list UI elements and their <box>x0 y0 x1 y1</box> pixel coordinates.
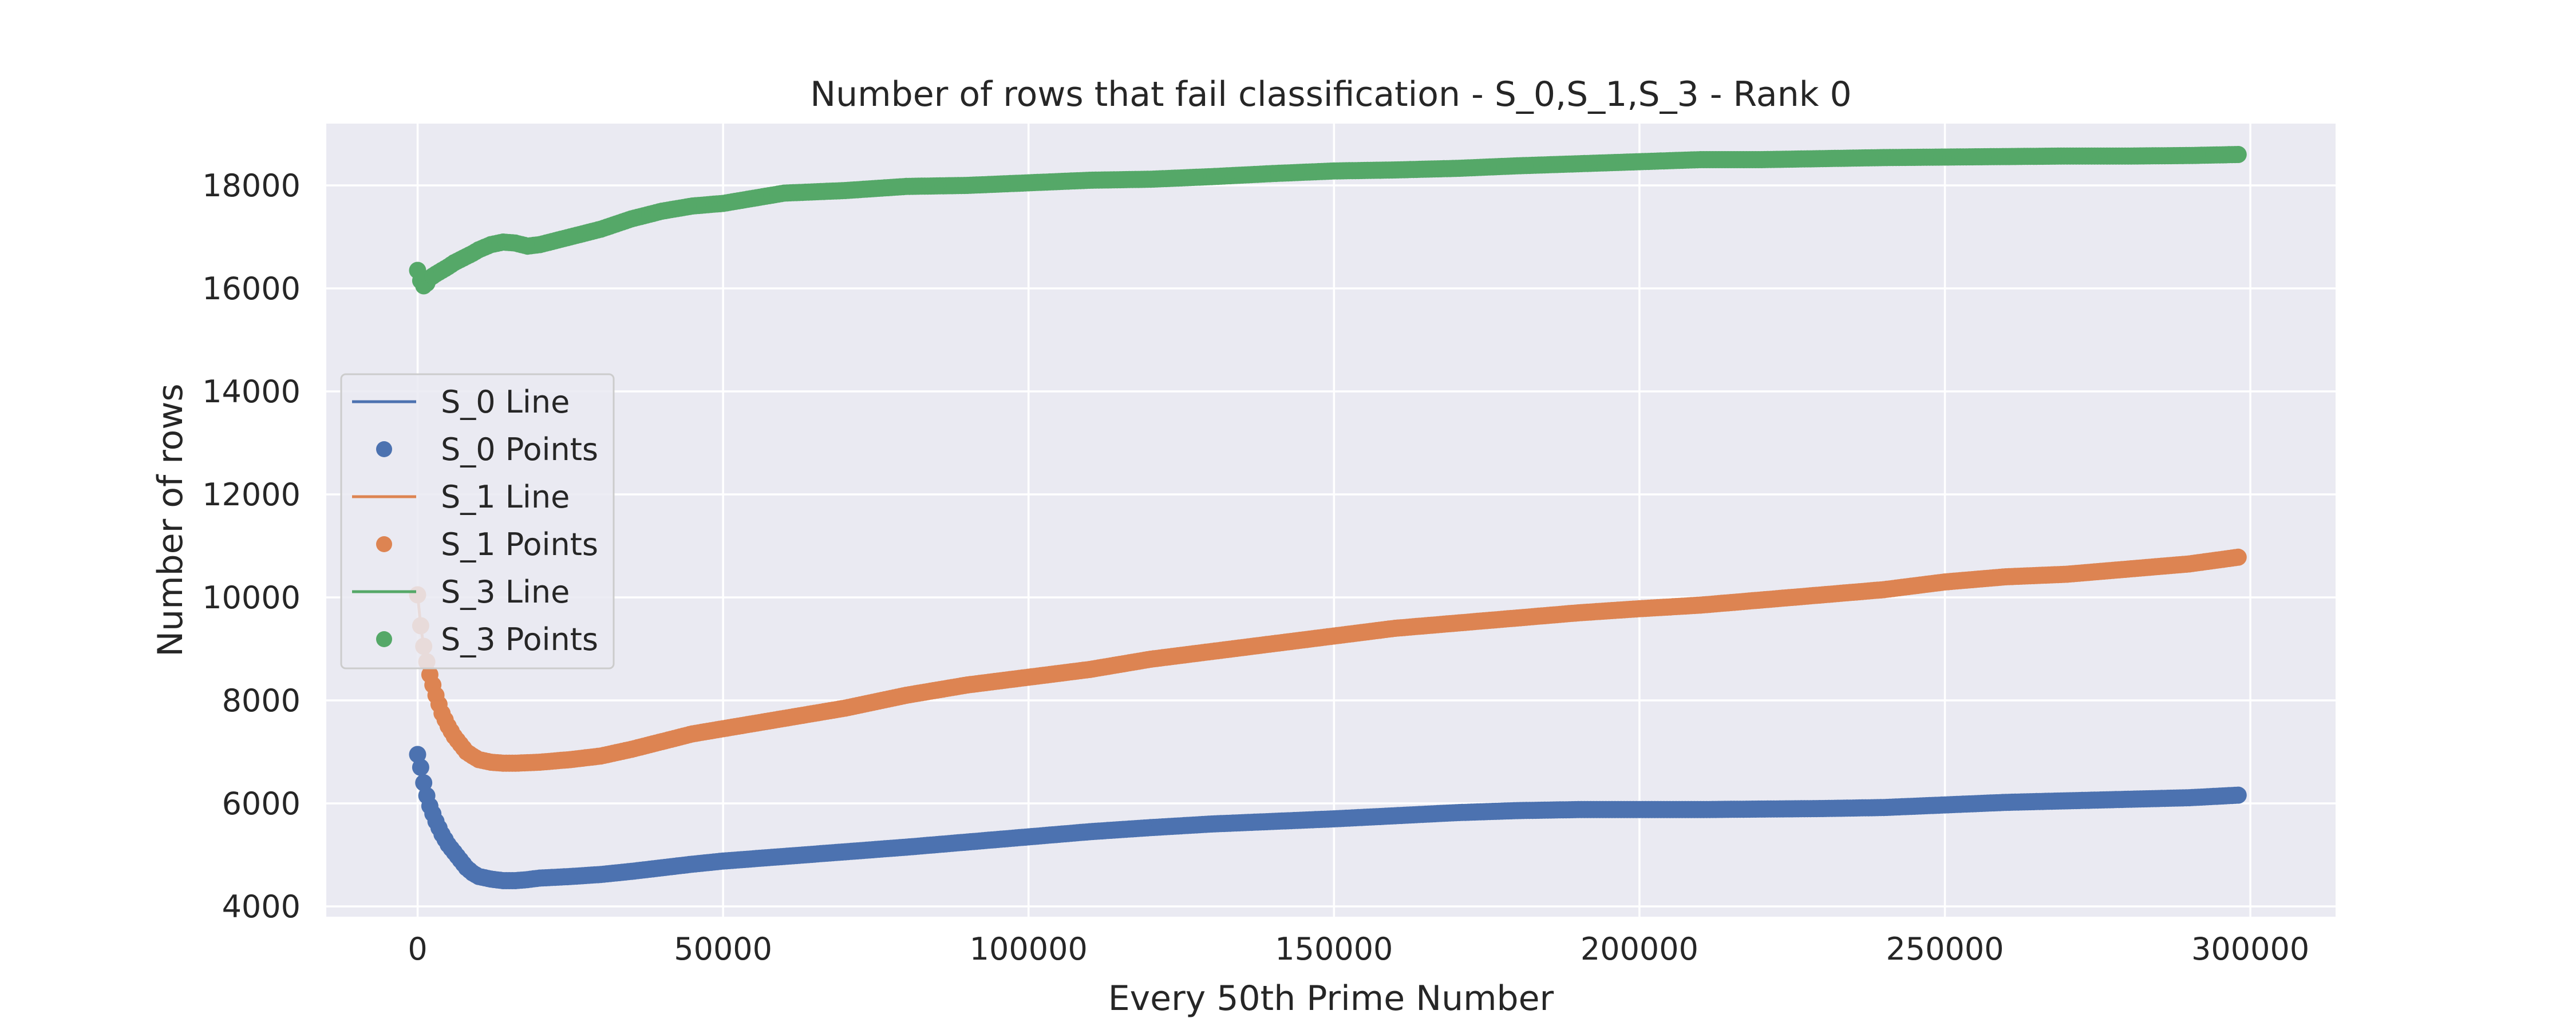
y-tick-label: 8000 <box>222 683 301 719</box>
legend-s3-line-label: S_3 Line <box>441 574 570 610</box>
legend-s0-line-label: S_0 Line <box>441 384 570 420</box>
legend-s0-points-label: S_0 Points <box>441 431 598 468</box>
series-s1-points <box>409 548 2247 772</box>
series-s3 <box>409 146 2247 295</box>
x-axis-label: Every 50th Prime Number <box>1108 978 1554 1019</box>
y-tick-label: 4000 <box>222 889 301 925</box>
series-s0 <box>409 746 2247 889</box>
series-layer <box>409 146 2247 889</box>
tick-labels: 0 50000 100000 150000 200000 250000 300000 4000… <box>202 168 2309 967</box>
series-s3-points <box>409 146 2247 295</box>
legend-s1-points-swatch <box>376 536 392 552</box>
data-point <box>2229 146 2247 163</box>
x-tick-label: 100000 <box>970 931 1088 967</box>
y-tick-label: 10000 <box>202 580 301 616</box>
legend-box <box>340 373 615 670</box>
grid <box>326 124 2336 917</box>
legend-s1-points-label: S_1 Points <box>441 526 598 562</box>
x-tick-label: 150000 <box>1275 931 1393 967</box>
x-tick-label: 200000 <box>1581 931 1698 967</box>
data-point <box>2229 786 2247 804</box>
data-point <box>415 774 433 791</box>
legend-s0-points-swatch <box>376 441 392 457</box>
series-s0-points <box>409 746 2247 889</box>
data-point <box>412 759 429 776</box>
y-tick-label: 6000 <box>222 786 301 822</box>
legend-s1-line-label: S_1 Line <box>441 479 570 515</box>
plot-area <box>326 124 2336 917</box>
x-tick-label: 250000 <box>1886 931 2004 967</box>
y-tick-label: 16000 <box>202 271 301 307</box>
x-tick-label: 0 <box>408 931 427 967</box>
legend-s3-points-swatch <box>376 631 392 647</box>
x-tick-label: 300000 <box>2191 931 2309 967</box>
series-s1 <box>409 548 2247 772</box>
legend-s3-points-label: S_3 Points <box>441 621 598 657</box>
data-point <box>409 746 426 763</box>
x-tick-label: 50000 <box>674 931 772 967</box>
legend: S_0 Line S_0 Points S_1 Line S_1 Points … <box>340 373 615 670</box>
chart-title: Number of rows that fail classification … <box>810 74 1851 114</box>
y-tick-label: 12000 <box>202 477 301 513</box>
y-tick-label: 18000 <box>202 168 301 204</box>
y-tick-label: 14000 <box>202 374 301 410</box>
data-point <box>2229 548 2247 566</box>
y-axis-label: Number of rows <box>151 383 191 656</box>
